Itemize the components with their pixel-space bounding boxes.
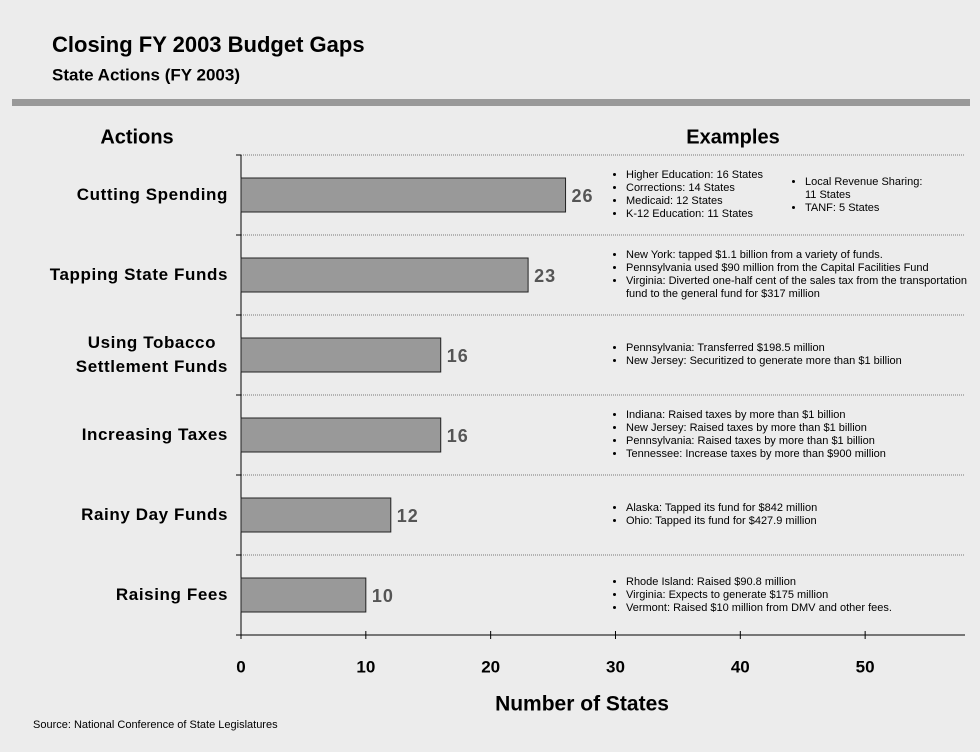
example-item: New Jersey: Securitized to generate more…: [626, 355, 902, 368]
category-label: Tapping State Funds: [49, 265, 228, 284]
examples: Alaska: Tapped its fund for $842 million…: [617, 475, 969, 555]
chart-title: Closing FY 2003 Budget Gaps: [52, 32, 365, 57]
examples: New York: tapped $1.1 billion from a var…: [617, 235, 969, 315]
example-list: Pennsylvania: Transferred $198.5 million…: [617, 342, 902, 368]
example-item: TANF: 5 States: [805, 202, 965, 215]
example-item: Rhode Island: Raised $90.8 million: [626, 576, 892, 589]
example-list: Rhode Island: Raised $90.8 millionVirgin…: [617, 576, 892, 615]
examples: Pennsylvania: Transferred $198.5 million…: [617, 315, 969, 395]
x-tick-label: 0: [236, 657, 245, 676]
example-list: Alaska: Tapped its fund for $842 million…: [617, 502, 817, 528]
example-item: Higher Education: 16 States: [626, 169, 796, 182]
example-item: Indiana: Raised taxes by more than $1 bi…: [626, 409, 886, 422]
category-label: Increasing Taxes: [81, 425, 228, 444]
bar: [240, 497, 392, 533]
value-label: 10: [372, 586, 394, 606]
value-label: 12: [397, 506, 419, 526]
x-tick-label: 50: [856, 657, 875, 676]
value-label: 16: [447, 426, 469, 446]
left-header: Actions: [100, 126, 173, 148]
example-item: Pennsylvania used $90 million from the C…: [626, 262, 969, 275]
example-item: Medicaid: 12 States: [626, 195, 796, 208]
source: Source: National Conference of State Leg…: [33, 719, 278, 731]
examples: Indiana: Raised taxes by more than $1 bi…: [617, 395, 969, 475]
example-list: New York: tapped $1.1 billion from a var…: [617, 249, 969, 301]
category-label: Cutting Spending: [76, 185, 228, 204]
right-header: Examples: [686, 126, 779, 148]
category-label: Using Tobacco Settlement Funds: [75, 333, 228, 376]
examples: Higher Education: 16 StatesCorrections: …: [617, 155, 969, 235]
example-item: K-12 Education: 11 States: [626, 208, 796, 221]
x-tick-label: 20: [481, 657, 500, 676]
bar: [240, 337, 442, 373]
category-label: Rainy Day Funds: [81, 505, 228, 524]
bar: [240, 577, 367, 613]
bar: [240, 177, 567, 213]
example-list: Local Revenue Sharing: 11 StatesTANF: 5 …: [796, 176, 965, 215]
example-list: Higher Education: 16 StatesCorrections: …: [617, 169, 796, 221]
x-axis-title: Number of States: [495, 693, 669, 716]
x-tick-label: 30: [606, 657, 625, 676]
example-item: Virginia: Expects to generate $175 milli…: [626, 589, 892, 602]
example-item: Vermont: Raised $10 million from DMV and…: [626, 602, 892, 615]
value-label: 23: [534, 266, 556, 286]
category-label: Raising Fees: [115, 585, 228, 604]
x-tick-label: 10: [356, 657, 375, 676]
bar: [240, 417, 442, 453]
example-item: Tennessee: Increase taxes by more than $…: [626, 448, 886, 461]
example-item: Alaska: Tapped its fund for $842 million: [626, 502, 817, 515]
header-rule: [12, 99, 970, 106]
value-label: 26: [572, 186, 594, 206]
example-item: New York: tapped $1.1 billion from a var…: [626, 249, 969, 262]
example-list: Indiana: Raised taxes by more than $1 bi…: [617, 409, 886, 461]
examples: Rhode Island: Raised $90.8 millionVirgin…: [617, 555, 969, 635]
x-tick-label: 40: [731, 657, 750, 676]
value-label: 16: [447, 346, 469, 366]
example-item: Ohio: Tapped its fund for $427.9 million: [626, 515, 817, 528]
example-item: Pennsylvania: Raised taxes by more than …: [626, 435, 886, 448]
bar: [240, 257, 529, 293]
example-item: Corrections: 14 States: [626, 182, 796, 195]
example-item: New Jersey: Raised taxes by more than $1…: [626, 422, 886, 435]
example-item: Virginia: Diverted one-half cent of the …: [626, 275, 969, 301]
example-item: Local Revenue Sharing: 11 States: [805, 176, 965, 202]
chart-subtitle: State Actions (FY 2003): [52, 65, 240, 84]
example-item: Pennsylvania: Transferred $198.5 million: [626, 342, 902, 355]
